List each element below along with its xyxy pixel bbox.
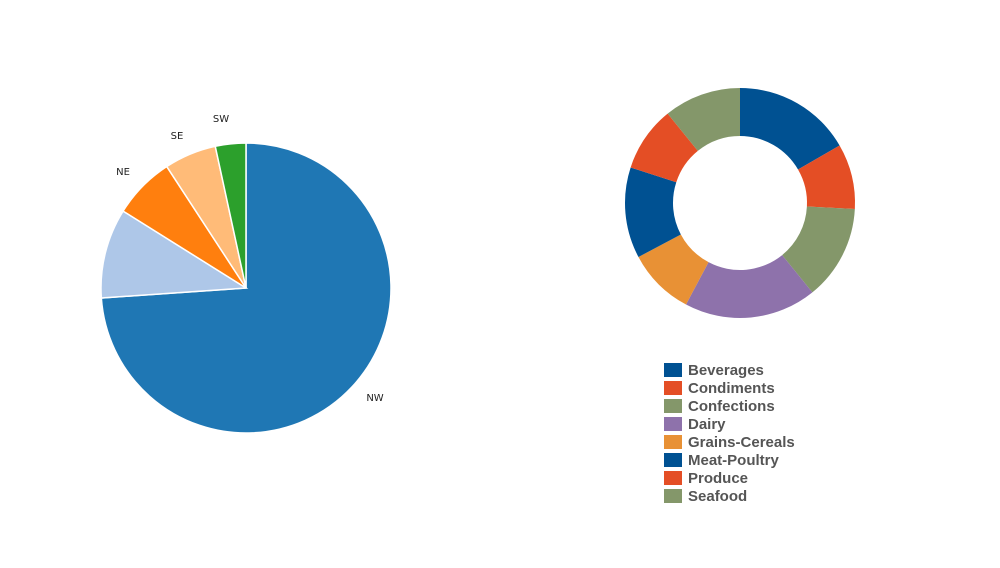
donut-slice-seafood[interactable] — [667, 88, 740, 151]
legend-swatch — [664, 417, 682, 431]
legend-item-beverages[interactable]: Beverages — [664, 361, 795, 379]
pie-label-se: SE — [171, 131, 184, 142]
legend-label: Condiments — [688, 379, 775, 397]
legend-swatch — [664, 399, 682, 413]
legend-swatch — [664, 381, 682, 395]
pie-slice-sw[interactable] — [214, 142, 247, 289]
donut-slice-grains-cereals[interactable] — [638, 234, 709, 305]
donut-slice-beverages[interactable] — [740, 88, 840, 170]
legend-label: Seafood — [688, 487, 748, 505]
legend-item-grains-cereals[interactable]: Grains-Cereals — [664, 433, 795, 451]
donut-slice-meat-poultry[interactable] — [625, 167, 681, 257]
donut-legend: Beverages Condiments Confections Dairy Grain… — [664, 361, 795, 505]
legend-item-produce[interactable]: Produce — [664, 469, 795, 487]
legend-label: Meat-Poultry — [688, 451, 779, 469]
legend-label: Dairy — [688, 415, 726, 433]
legend-item-dairy[interactable]: Dairy — [664, 415, 795, 433]
legend-label: Produce — [688, 469, 749, 487]
legend-swatch — [664, 453, 682, 467]
legend-label: Grains-Cereals — [688, 433, 795, 451]
legend-swatch — [664, 435, 682, 449]
pie-label-sw: SW — [213, 114, 229, 125]
donut-slice-produce[interactable] — [630, 113, 698, 183]
pie-label-ne: NE — [116, 167, 130, 178]
region-pie-chart: NW NE SE SW — [100, 114, 392, 434]
legend-swatch — [664, 363, 682, 377]
donut-slice-confections[interactable] — [782, 206, 855, 293]
legend-swatch — [664, 489, 682, 503]
legend-item-seafood[interactable]: Seafood — [664, 487, 795, 505]
legend-item-confections[interactable]: Confections — [664, 397, 795, 415]
legend-swatch — [664, 471, 682, 485]
legend-label: Beverages — [688, 361, 764, 379]
legend-item-meat-poultry[interactable]: Meat-Poultry — [664, 451, 795, 469]
pie-label-nw: NW — [366, 393, 383, 404]
legend-label: Confections — [688, 397, 775, 415]
pie-slice-unlabeled[interactable] — [100, 210, 249, 299]
donut-slice-condiments[interactable] — [798, 145, 855, 210]
donut-slice-dairy[interactable] — [686, 255, 813, 318]
legend-item-condiments[interactable]: Condiments — [664, 379, 795, 397]
